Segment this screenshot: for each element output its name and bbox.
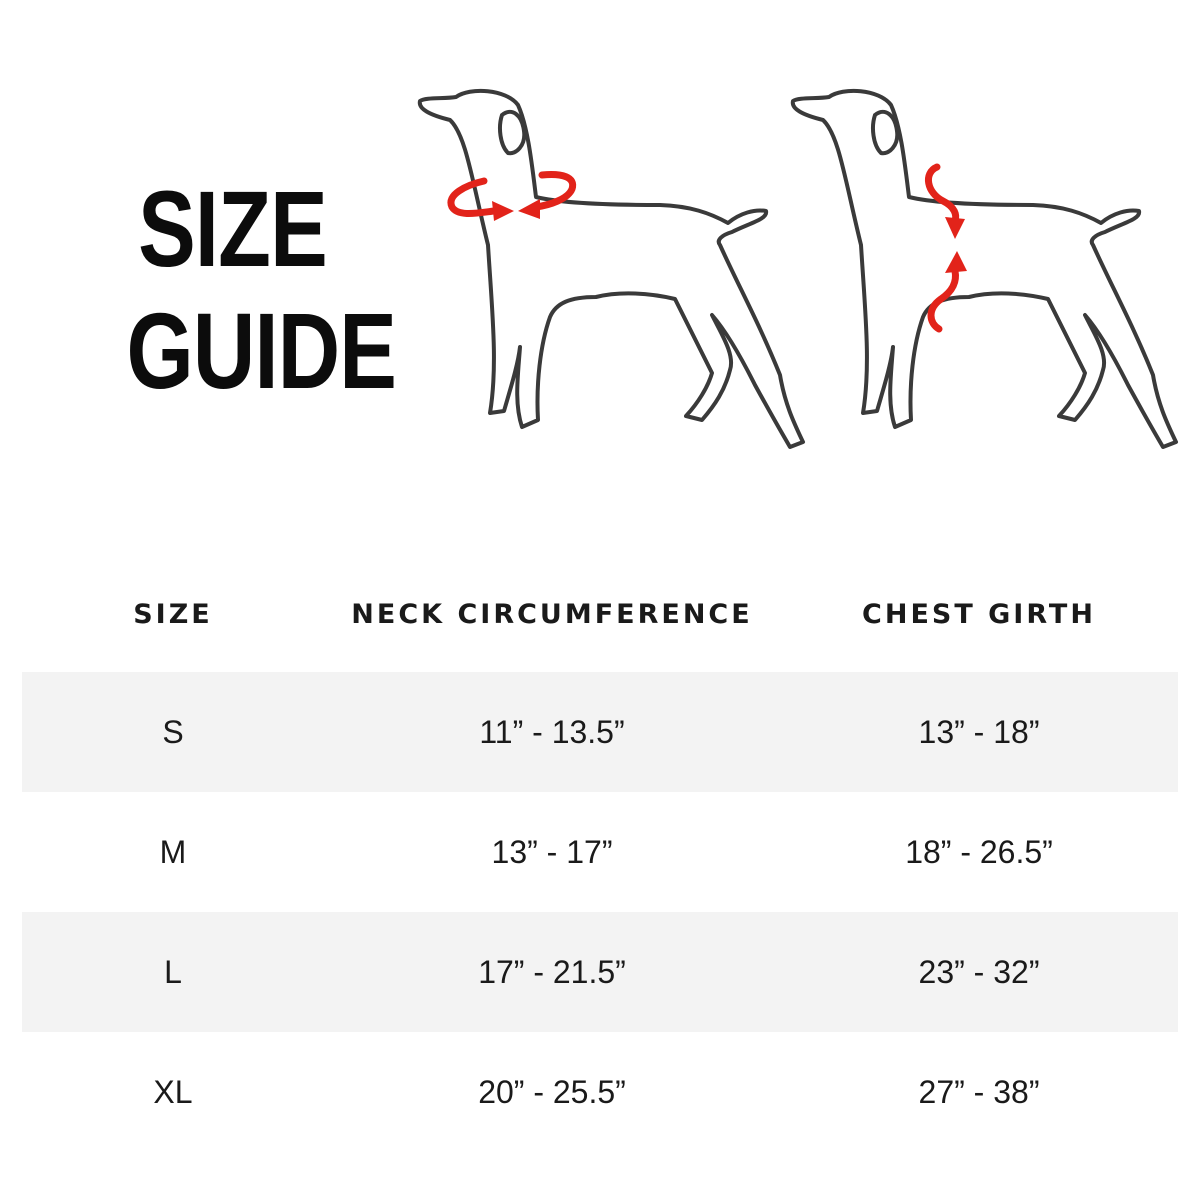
table-row: L 17” - 21.5” 23” - 32” [22,912,1178,1032]
title-line-1: SIZE [138,168,328,289]
chest-cell: 18” - 26.5” [905,833,1053,870]
chest-cell: 13” - 18” [918,713,1040,750]
neck-arrowhead-right [518,199,540,219]
header-neck-circumference: NECK CIRCUMFERENCE [351,598,753,630]
chest-arrowhead-bottom [945,251,967,273]
dog-outline [417,88,805,449]
size-cell: M [159,833,187,870]
dog-ear [498,109,527,156]
neck-cell: 11” - 13.5” [479,713,625,750]
neck-cell: 13” - 17” [491,833,613,870]
size-cell: XL [153,1073,193,1110]
chest-cell: 27” - 38” [918,1073,1040,1110]
neck-cell: 20” - 25.5” [478,1073,626,1110]
table-row: XL 20” - 25.5” 27” - 38” [22,1032,1178,1152]
chest-arrow-bottom [927,267,959,333]
title-line-2: GUIDE [126,290,397,411]
dog-chest-measurement-icon [783,85,1183,455]
dog-outline [790,88,1178,449]
dog-ear [871,109,900,156]
table-row: M 13” - 17” 18” - 26.5” [22,792,1178,912]
chest-arrow-top [925,163,960,225]
table-row: S 11” - 13.5” 13” - 18” [22,672,1178,792]
header-chest-girth: CHEST GIRTH [862,598,1096,630]
size-table: SIZE NECK CIRCUMFERENCE CHEST GIRTH S 11… [22,556,1178,1152]
table-header-row: SIZE NECK CIRCUMFERENCE CHEST GIRTH [22,556,1178,672]
chest-cell: 23” - 32” [918,953,1040,990]
size-cell: S [162,713,184,750]
size-cell: L [164,953,182,990]
dog-neck-measurement-icon [410,85,810,455]
page-title: SIZE GUIDE [126,168,397,412]
neck-arrow-right [532,171,577,211]
neck-arrowhead-left [492,201,514,221]
neck-arrow-left [447,177,498,217]
header-size: SIZE [133,598,213,630]
neck-cell: 17” - 21.5” [478,953,626,990]
chest-arrowhead-top [945,217,965,239]
